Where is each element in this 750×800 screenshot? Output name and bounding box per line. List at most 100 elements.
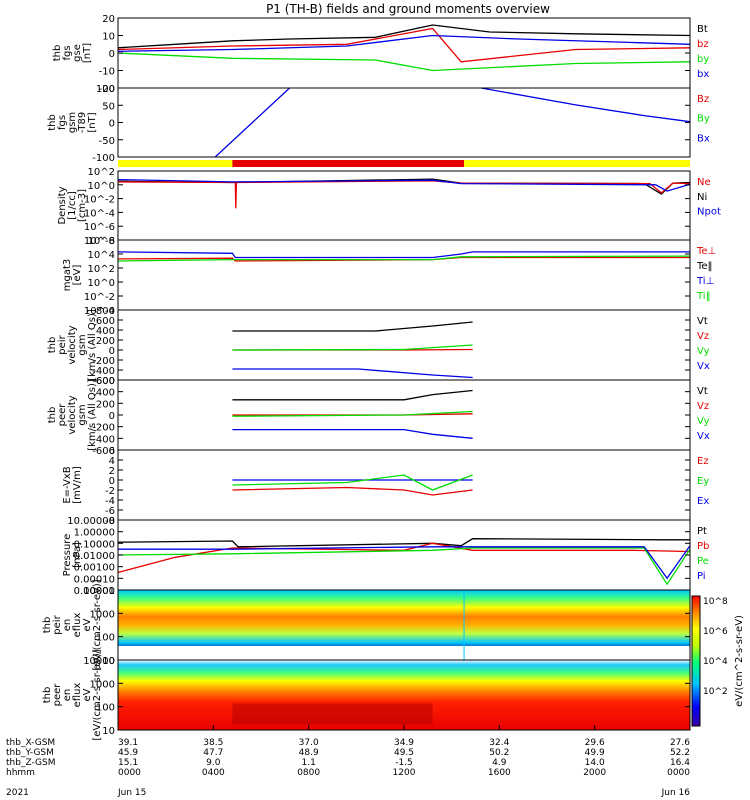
figure-title: P1 (TH-B) fields and ground moments over…	[266, 2, 550, 16]
colorbar-tick-label: 10^4	[703, 657, 728, 667]
y-axis-label-line: -T89	[77, 112, 88, 134]
y-tick-label: 10^-4	[84, 208, 115, 219]
orbit-value: 0000	[118, 768, 141, 778]
series-line-pi	[118, 545, 691, 580]
y-axis-label-line: Pressure	[62, 534, 73, 577]
y-tick-label: 0	[109, 119, 115, 130]
legend-entry: Pb	[697, 541, 709, 552]
y-tick-label: 0.10000	[74, 539, 115, 550]
y-tick-label: 10^2	[88, 264, 115, 275]
y-tick-label: 0	[109, 411, 115, 422]
colorbar-tick-label: 10^8	[703, 597, 728, 607]
panel-density: 10^2 10^0 10^-2 10^-4 10^-6 10^-8 Density[1/cc…	[57, 167, 721, 247]
y-tick-label: 10^6	[88, 236, 115, 247]
orbit-value: 49.5	[394, 748, 414, 758]
y-tick-label: 800	[96, 306, 115, 317]
y-axis-label: thbpeervelocitygsm[km/s (All Qs)]	[47, 379, 98, 451]
y-tick-label: -10	[99, 67, 115, 78]
colorbar: 10^8 10^6 10^4 10^2 eV/(cm^2-s-sr-eV)	[691, 595, 745, 727]
legend-entry: Pe	[697, 556, 709, 567]
y-tick-label: 100	[96, 633, 115, 644]
y-axis-label-line: [km/s (All Qs)]	[87, 379, 98, 451]
y-tick-label: 100	[96, 703, 115, 714]
y-tick-label: 200	[96, 399, 115, 410]
y-tick-label: 200	[96, 336, 115, 347]
y-tick-label: -20	[99, 84, 115, 95]
legend-entry: Vy	[697, 346, 710, 357]
panel-frame	[117, 239, 691, 311]
y-tick-label: 2	[109, 466, 115, 477]
series-line-bx	[117, 34, 691, 52]
y-axis-label-line: fgs	[57, 115, 68, 130]
y-tick-label: 1000	[90, 609, 115, 620]
y-tick-label: 10	[102, 726, 115, 737]
legend-entry: Ex	[697, 496, 709, 507]
series-line-ti‖	[117, 255, 691, 262]
y-tick-label: 10000	[83, 656, 115, 667]
orbit-value: 49.9	[585, 748, 605, 758]
y-tick-label: 400	[96, 388, 115, 399]
y-axis-label-line: E=-VxB	[62, 466, 73, 503]
y-axis-label-line: gsm	[77, 334, 88, 355]
y-axis-label-line: peer	[52, 683, 63, 707]
series-line-vx	[232, 368, 473, 379]
orbit-value: 34.9	[394, 738, 414, 748]
y-tick-label: 10.00000	[67, 516, 115, 527]
y-tick-label: 10^2	[88, 167, 115, 178]
y-tick-label: 0.01000	[74, 551, 115, 562]
y-tick-label: 0.00100	[74, 563, 115, 574]
legend-entry: Pi	[697, 571, 706, 582]
colorbar-tick-label: 10^2	[703, 687, 728, 697]
y-tick-label: -200	[92, 356, 115, 367]
y-tick-label: -400	[92, 434, 115, 445]
y-axis-label: thbpeerenefluxeV[eV/(cm2-s-sr-eV)]	[42, 649, 103, 740]
y-tick-label: 10	[102, 656, 115, 667]
legend-entry: Vz	[697, 401, 709, 412]
mode-bar-segment	[232, 160, 465, 167]
y-tick-label: 600	[96, 376, 115, 387]
legend-entry: Ti‖	[696, 291, 711, 302]
y-tick-label: 10000	[83, 586, 115, 597]
y-tick-label: 1000	[90, 679, 115, 690]
series-line-npot	[117, 178, 691, 192]
y-axis-label: thbfgsgsm-T89[nT]	[47, 112, 98, 134]
legend-entry: Vz	[697, 331, 709, 342]
orbit-value: 52.2	[670, 748, 690, 758]
spectrogram-gap	[118, 646, 690, 660]
y-tick-label: -4	[105, 496, 115, 507]
legend-entry: Ne	[697, 177, 711, 188]
y-tick-label: -200	[92, 423, 115, 434]
y-tick-label: 10^4	[88, 250, 115, 261]
legend-entry: Ti⊥	[696, 276, 714, 287]
orbit-row-label: thb_Z-GSM	[6, 758, 55, 768]
panel-frame	[117, 449, 691, 521]
y-axis-label-line: [km/s (All Qs)]	[87, 309, 98, 381]
y-tick-label: 10^-6	[84, 222, 115, 233]
y-tick-label: -8	[105, 516, 115, 527]
y-tick-label: 0	[109, 476, 115, 487]
legend-entry: Vx	[697, 361, 710, 372]
y-tick-label: 100	[96, 84, 115, 95]
legend-entry: Bx	[697, 133, 710, 144]
series-line-vy	[232, 410, 473, 417]
y-tick-label: 10^0	[88, 181, 115, 192]
y-axis-label-line: thb	[42, 617, 53, 634]
y-axis-label-line: peir	[57, 334, 68, 354]
y-tick-label: -600	[92, 446, 115, 457]
orbit-value: 45.9	[118, 748, 138, 758]
y-axis-label-line: eV	[82, 618, 93, 631]
series-line-ez	[232, 486, 473, 496]
series-line-bz	[117, 27, 691, 63]
orbit-value: 1200	[393, 768, 416, 778]
y-tick-label: 400	[96, 326, 115, 337]
y-axis-label-line: [mV/m]	[72, 466, 83, 504]
series-line-pt	[117, 538, 690, 548]
series-line-pe	[117, 547, 691, 586]
orbit-row-label: thb_X-GSM	[6, 738, 55, 748]
panel-ispec: 10000100010010thbpeirenefluxeV[eV/(cm2-s…	[42, 579, 691, 671]
orbit-value: 37.0	[299, 738, 319, 748]
orbit-value: 50.2	[489, 748, 509, 758]
y-axis-label: thbpeirvelocitygsm[km/s (All Qs)]	[47, 309, 98, 381]
